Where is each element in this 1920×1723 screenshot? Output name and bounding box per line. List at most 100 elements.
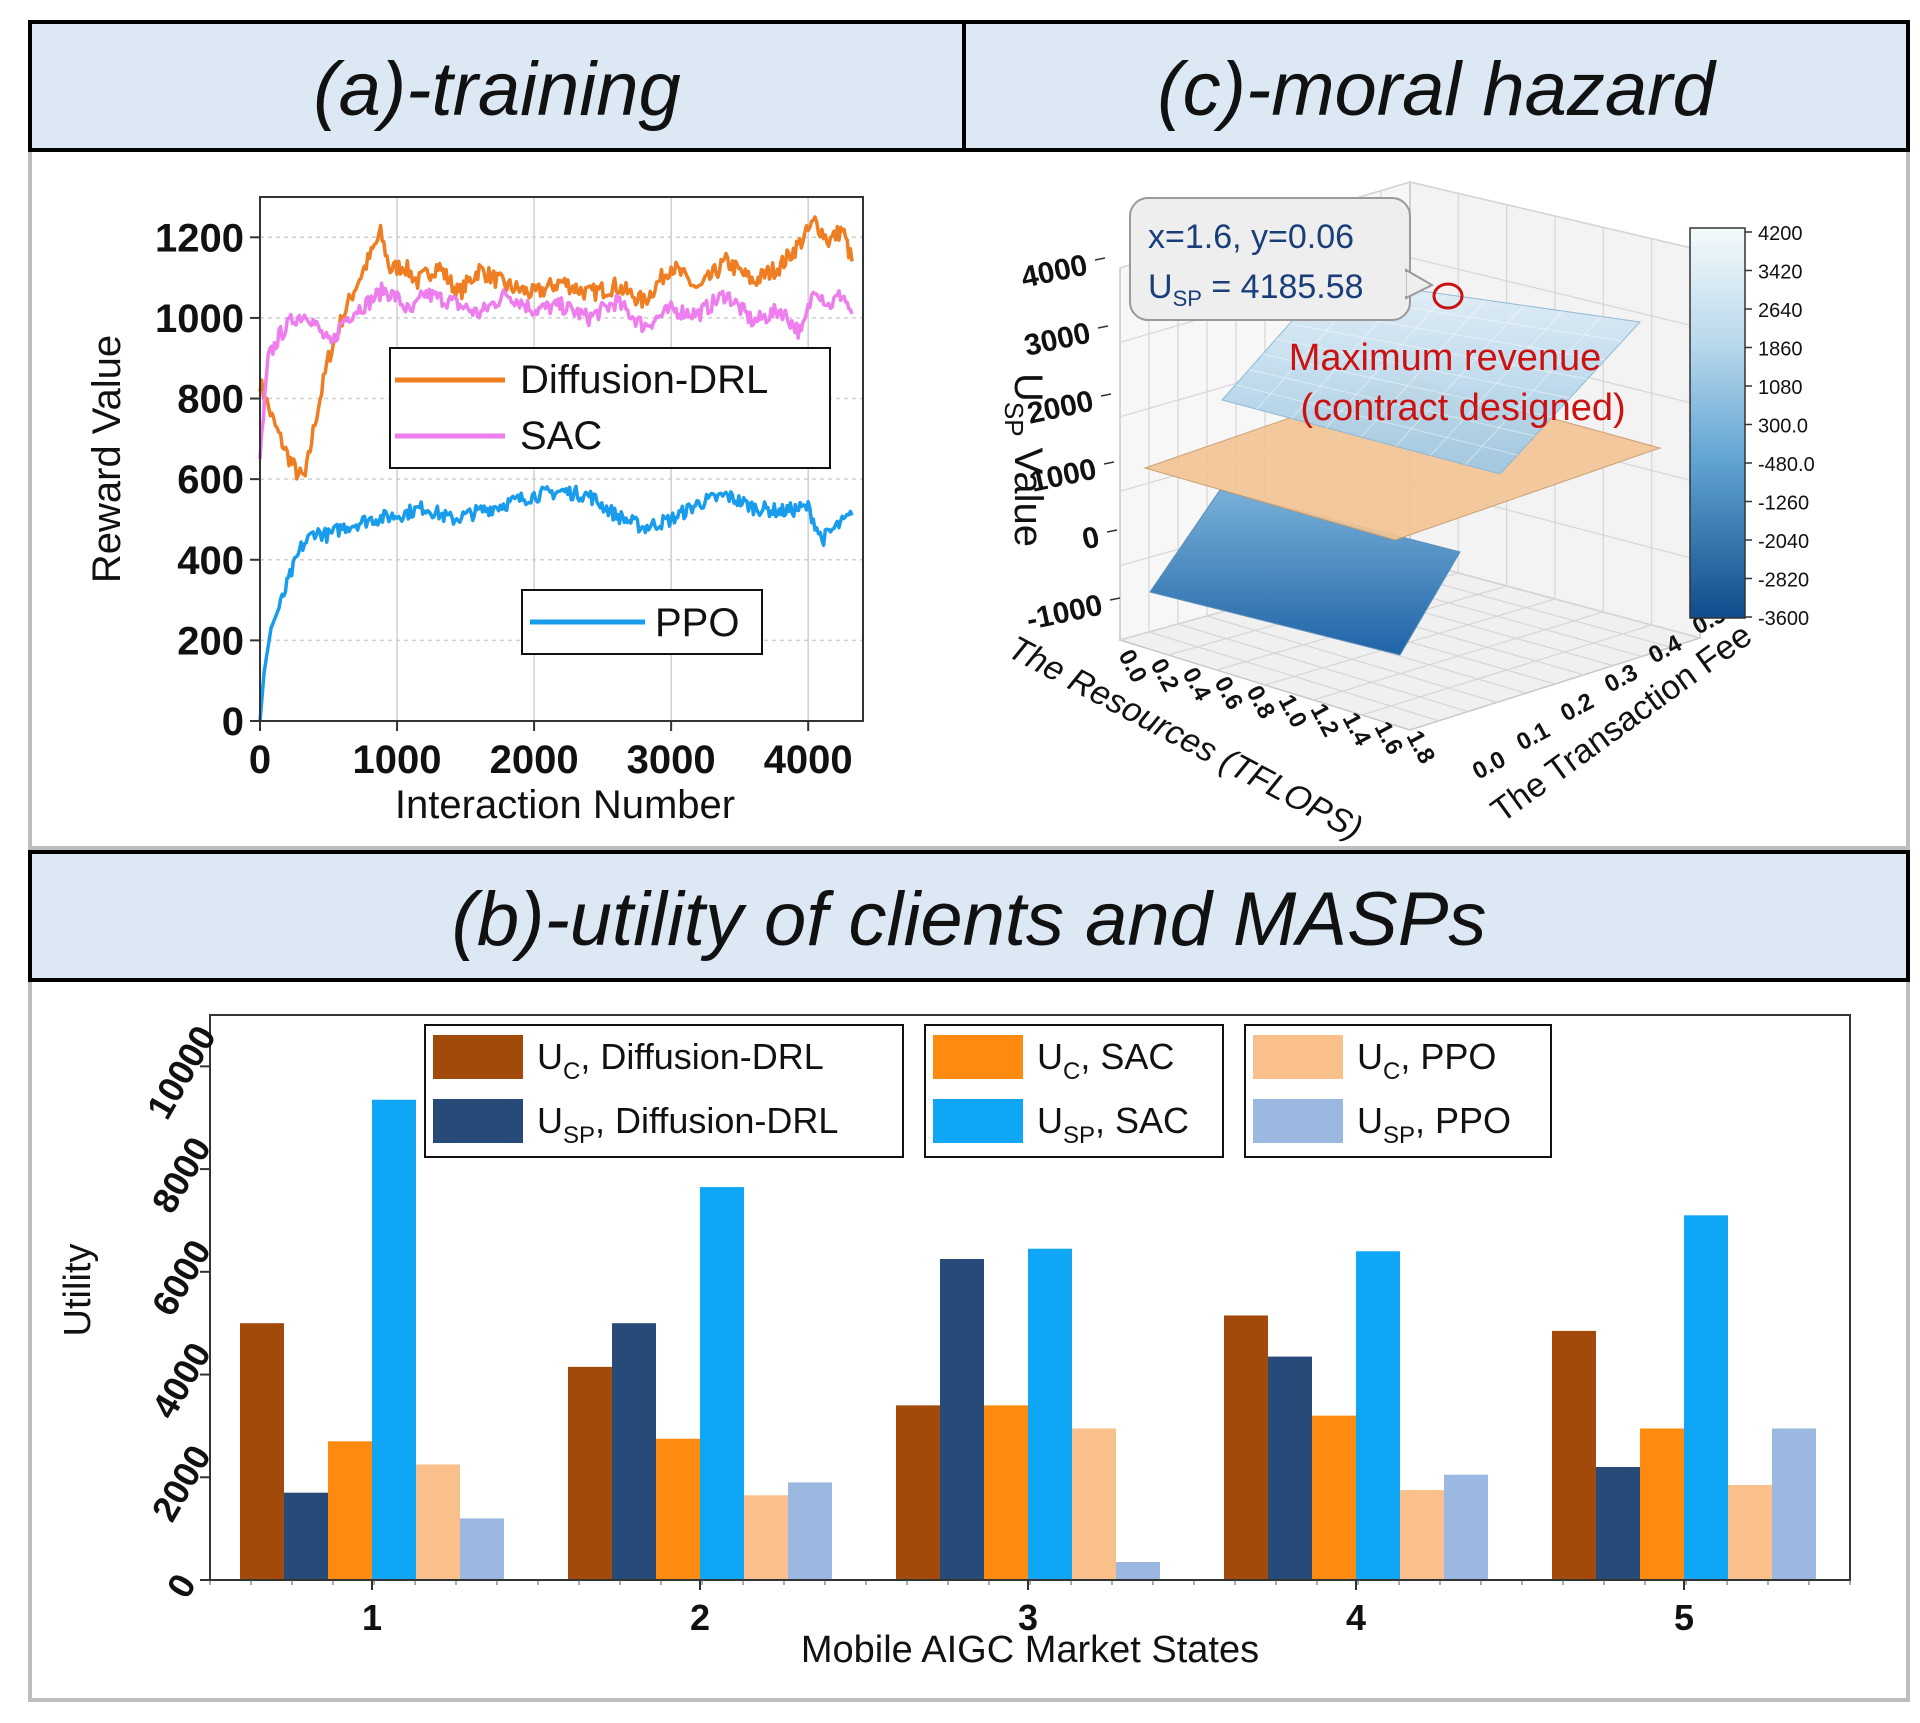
chart-a-xtick-label: 3000: [627, 738, 716, 782]
header-c: [962, 20, 1910, 152]
header-a: [28, 20, 966, 152]
surface-mesh-line: [1248, 369, 1536, 437]
legend-swatch-series-6: [1253, 1099, 1343, 1143]
chart-a-series: [258, 215, 854, 722]
legend-label-sac: SAC: [520, 414, 602, 458]
tooltip-coords: x=1.6, y=0.06: [1148, 218, 1354, 256]
chart-a-ytick-label: 1200: [155, 216, 244, 260]
legend-swatch-series-1: [433, 1035, 523, 1079]
annotation-line2: (contract designed): [1300, 387, 1625, 429]
bar-5-state-3: [1072, 1428, 1116, 1580]
bar-1-state-3: [896, 1405, 940, 1580]
colorbar-tick-label: -480.0: [1758, 454, 1815, 476]
chart-c-ytick-label: 0.1: [1512, 717, 1554, 757]
chart-c-ztick-label: 4000: [1018, 249, 1090, 295]
chart-a-ticks: 0 1000 2000 3000 4000 0 200 400 600 800 1000 1200: [155, 216, 853, 782]
bar-3-state-4: [1312, 1415, 1356, 1580]
colorbar-tick-label: -3600: [1758, 608, 1809, 630]
chart-b-ytick-label: 10000: [138, 1019, 224, 1126]
colorbar-tick-label: -2040: [1758, 531, 1809, 553]
chart-c-ytick-label: 0.0: [1468, 746, 1510, 786]
chart-a-ylabel: Reward Value: [85, 335, 129, 583]
colorbar-tick-label: -2820: [1758, 570, 1809, 592]
colorbar-tick-label: -1260: [1758, 493, 1809, 515]
chart-c-ztick-mark: [1094, 257, 1106, 261]
chart-c-ztick-mark: [1097, 325, 1109, 329]
series-line-sac: [258, 281, 854, 460]
chart-c-ztick-label: 0: [1079, 521, 1102, 557]
max-point-tooltip: [1129, 197, 1411, 321]
bar-1-state-1: [240, 1323, 284, 1580]
bar-3-state-2: [656, 1438, 700, 1580]
chart-b-bars: [240, 1099, 1816, 1580]
chart-b-xtick-label: 1: [362, 1597, 382, 1638]
series-line-diffusion-drl: [258, 215, 854, 481]
chart-b-xlabel: Mobile AIGC Market States: [801, 1629, 1259, 1671]
surface-mesh-line: [1464, 316, 1602, 466]
annotation-line1: Maximum revenue: [1289, 337, 1602, 379]
legend-label-rest: , SAC: [1095, 1100, 1189, 1141]
colorbar-tick-label: 2640: [1758, 300, 1803, 322]
bar-2-state-1: [284, 1492, 328, 1580]
bar-5-state-1: [416, 1464, 460, 1580]
bar-3-state-1: [328, 1441, 372, 1580]
legend-label-sub: C: [1063, 1058, 1080, 1085]
chart-a-ytick-label: 800: [177, 378, 244, 422]
legend-label-main: U: [1357, 1036, 1383, 1077]
chart-a-legend-main: [389, 347, 831, 469]
panel-a-title: (a)-training: [313, 47, 680, 132]
colorbar-ticks: 4200 3420 2640 1860 1080 300.0 -480.0 -1260 -204…: [1745, 223, 1815, 630]
chart-a-plot-frame: [259, 196, 864, 722]
chart-c-xtick-label: 1.8: [1401, 726, 1441, 768]
legend-label-sub: SP: [1063, 1122, 1095, 1149]
chart-c-ztick-mark: [1109, 597, 1121, 601]
bar-4-state-4: [1356, 1251, 1400, 1580]
floor-gridline: [1264, 598, 1556, 686]
chart-a-ytick-label: 400: [177, 539, 244, 583]
bar-6-state-5: [1772, 1428, 1816, 1580]
chart-c-ztick-mark: [1106, 529, 1118, 533]
bar-6-state-2: [788, 1482, 832, 1580]
chart-a: 0 1000 2000 3000 4000 0 200 400 600 800 1000 1200 I…: [85, 196, 864, 827]
colorbar-tick-label: 1860: [1758, 339, 1803, 361]
chart-a-ytick-label: 1000: [155, 297, 244, 341]
legend-label-series-3: UC, SAC: [1037, 1036, 1174, 1085]
legend-swatch-series-4: [933, 1099, 1023, 1143]
panel-c-title: (c)-moral hazard: [1157, 47, 1717, 132]
legend-label-main: U: [537, 1100, 563, 1141]
colorbar-tick-label: 300.0: [1758, 416, 1808, 438]
bar-1-state-4: [1224, 1315, 1268, 1580]
bar-2-state-2: [612, 1323, 656, 1580]
chart-b-xtick-label: 2: [690, 1597, 710, 1638]
surface-lower: [1149, 489, 1461, 656]
legend-label-sub: SP: [563, 1122, 595, 1149]
legend-label-rest: , PPO: [1415, 1100, 1511, 1141]
legend-label-ppo: PPO: [655, 601, 739, 645]
chart-b-ytick-label: 4000: [143, 1335, 219, 1425]
bar-5-state-5: [1728, 1484, 1772, 1580]
tooltip-value-rest: = 4185.58: [1202, 268, 1364, 306]
bar-3-state-5: [1640, 1428, 1684, 1580]
legend-swatch-series-3: [933, 1035, 1023, 1079]
chart-b-ylabel: Utility: [57, 1244, 99, 1337]
legend-label-main: U: [537, 1036, 563, 1077]
legend-swatch-series-2: [433, 1099, 523, 1143]
chart-a-xtick-label: 1000: [353, 738, 442, 782]
bar-2-state-5: [1596, 1467, 1640, 1580]
legend-label-series-1: UC, Diffusion-DRL: [537, 1036, 824, 1085]
chart-a-ytick-label: 0: [222, 700, 244, 744]
zlabel-rest: Value: [1006, 437, 1050, 547]
colorbar-tick-label: 4200: [1758, 223, 1803, 245]
chart-c-zlabel: USP Value: [999, 373, 1050, 547]
legend-label-sub: SP: [1383, 1122, 1415, 1149]
chart-c-ztick-mark: [1100, 393, 1112, 397]
bar-1-state-2: [568, 1366, 612, 1580]
legend-label-main: U: [1037, 1036, 1063, 1077]
chart-b-xtick-label: 4: [1346, 1597, 1366, 1638]
legend-label-rest: , Diffusion-DRL: [580, 1036, 823, 1077]
legend-label-rest: , PPO: [1400, 1036, 1496, 1077]
colorbar-tick-label: 1080: [1758, 377, 1803, 399]
